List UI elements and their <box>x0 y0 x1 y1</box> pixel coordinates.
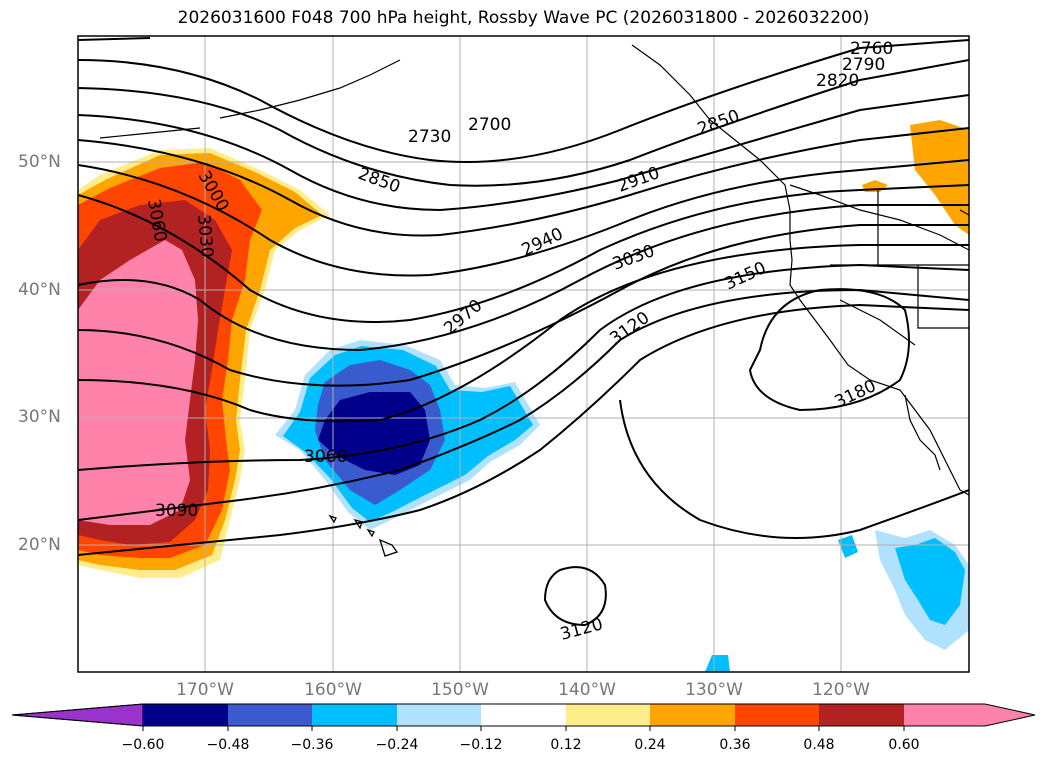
colorbar-bin <box>481 704 566 726</box>
contour-label: 3090 <box>155 501 198 521</box>
contour-label: 2850 <box>355 164 402 198</box>
contour-label: 2700 <box>468 115 511 135</box>
lon-label: 150°W <box>431 680 489 700</box>
lat-label: 20°N <box>18 535 61 555</box>
colorbar-bin <box>735 704 819 726</box>
negative-anomaly-se-sky <box>895 538 965 625</box>
contour-label: 2820 <box>816 71 859 91</box>
colorbar-tick-label: −0.48 <box>206 737 250 753</box>
colorbar-bin <box>143 704 228 726</box>
lat-label: 30°N <box>18 407 61 427</box>
colorbar-tick-label: −0.60 <box>121 737 165 753</box>
colorbar-bin <box>650 704 735 726</box>
lon-label: 120°W <box>812 680 870 700</box>
contour-label: 3030 <box>610 241 657 275</box>
colorbar-tick-label: 0.36 <box>719 737 751 753</box>
contour-label: 3060 <box>304 447 347 467</box>
contour-label: 2760 <box>850 39 893 59</box>
contour-label: 3120 <box>606 308 653 349</box>
colorbar-tick-label: 0.60 <box>888 737 920 753</box>
colorbar-tick-label: 0.12 <box>550 737 582 753</box>
lat-label: 50°N <box>18 152 61 172</box>
map-title: 2026031600 F048 700 hPa height, Rossby W… <box>177 8 870 28</box>
colorbar-tick-label: 0.24 <box>634 737 666 753</box>
colorbar-tick-label: −0.36 <box>290 737 334 753</box>
colorbar-tick-label: 0.48 <box>803 737 835 753</box>
colorbar-bin <box>819 704 904 726</box>
contour-label: 3180 <box>832 376 880 412</box>
map-plot-area: 2760 2790 2820 2850 2700 2730 2850 2910 … <box>78 36 969 672</box>
contour-label: 3150 <box>722 258 770 294</box>
map-frame <box>77 35 970 673</box>
colorbar-bin <box>397 704 481 726</box>
negative-anomaly-bottom <box>705 655 730 672</box>
lon-label: 130°W <box>685 680 743 700</box>
lon-label: 160°W <box>304 680 362 700</box>
lon-label: 170°W <box>176 680 234 700</box>
lat-label: 40°N <box>18 280 61 300</box>
colorbar-low-extend <box>11 703 144 727</box>
negative-anomaly-se-small <box>838 535 858 558</box>
contour-label: 3030 <box>193 214 217 259</box>
contour-label: 2730 <box>408 127 451 147</box>
contour-label: 3120 <box>558 614 605 645</box>
contour-label: 2940 <box>519 224 567 260</box>
contour-label: 2790 <box>842 55 885 75</box>
lon-label: 140°W <box>558 680 616 700</box>
height-contours <box>78 37 969 627</box>
contour-label: 2850 <box>695 106 742 140</box>
positive-anomaly-ne-orange <box>910 120 969 235</box>
colorbar-tick-label: −0.12 <box>459 737 503 753</box>
colorbar-high-extend <box>904 704 1035 726</box>
colorbar-bin <box>228 704 312 726</box>
colorbar-bin <box>566 704 650 726</box>
colorbar <box>11 703 1036 731</box>
colorbar-tick-label: −0.24 <box>375 737 419 753</box>
contour-labels: 2760 2790 2820 2850 2700 2730 2850 2910 … <box>143 39 893 645</box>
colorbar-bin <box>312 704 397 726</box>
